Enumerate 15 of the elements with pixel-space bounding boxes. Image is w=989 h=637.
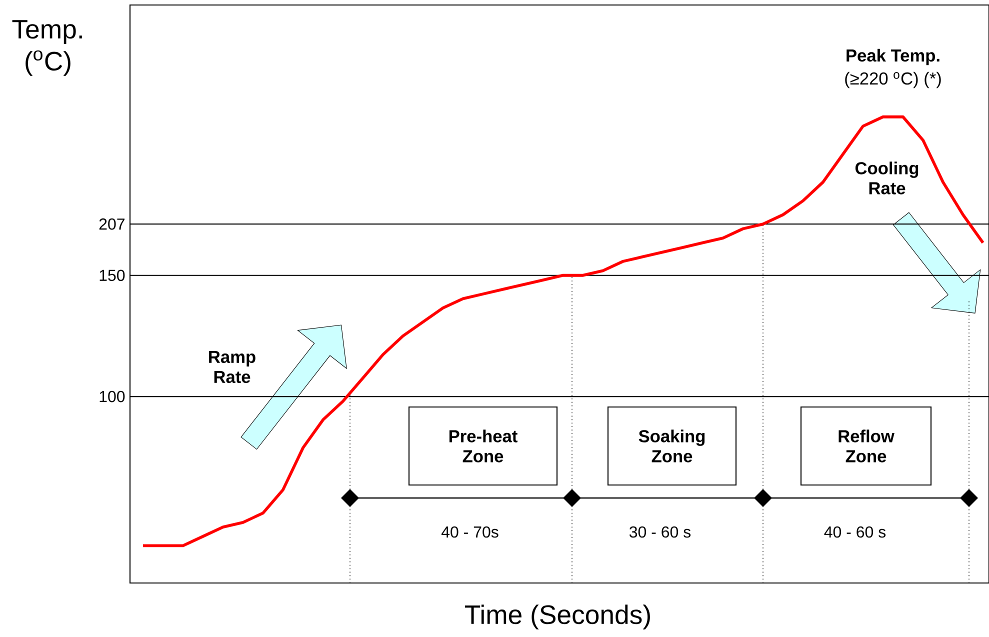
y-axis-title: Temp. ($^{o}$C) [12,20,82,76]
annotation: Reflow Zone [838,430,894,462]
annotation: 40 - 60 s [824,526,886,538]
annotation: 40 - 70s [441,526,498,538]
text: (≥220 $^{o}$C) (*) [845,72,941,88]
annotation: Pre-heat Zone [449,430,518,462]
text: 100 [100,390,125,402]
text: 150 [100,270,125,282]
x-axis-title: Time (Seconds) [465,604,650,630]
annotation: 30 - 60 s [629,526,691,538]
annotation: Soaking Zone [638,430,705,462]
annotation: Ramp Rate [209,350,256,384]
text: 207 [99,218,124,230]
annotation: Cooling Rate [855,162,918,194]
text: Peak Temp. [846,48,940,66]
